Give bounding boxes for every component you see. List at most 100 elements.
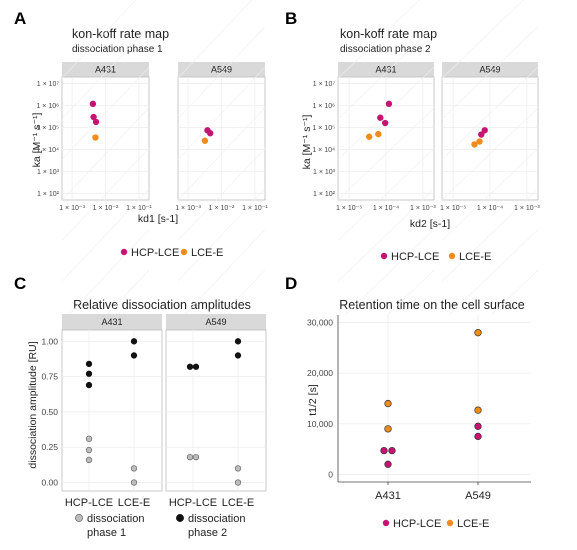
data-point-lce-e (385, 400, 392, 407)
x-tick-label: 1 × 10⁻¹ (126, 205, 152, 212)
data-point-dissociation-phase-1 (86, 436, 92, 442)
data-point-hcp-lce (382, 120, 388, 126)
legend-swatch (121, 249, 127, 255)
panel-letter-d: D (285, 274, 297, 293)
data-point-dissociation-phase-2 (235, 338, 241, 344)
legend-label: dissociation (188, 513, 245, 525)
data-point-dissociation-phase-2 (235, 353, 241, 359)
x-tick-label: 1 × 10⁻⁴ (477, 205, 503, 212)
data-point-dissociation-phase-2 (187, 364, 193, 370)
y-tick-label: 1 × 10⁶ (312, 103, 335, 110)
legend-label: HCP-LCE (393, 518, 441, 530)
legend-label: LCE-E (457, 518, 489, 530)
x-tick-label: 1 × 10⁻² (93, 205, 119, 212)
iso-kd-line (178, 189, 265, 281)
legend-d: HCP-LCE LCE-E (383, 518, 490, 530)
data-point-dissociation-phase-2 (131, 353, 137, 359)
data-point-dissociation-phase-2 (86, 382, 92, 388)
facet-c-a431: A431 0.00 0.25 0.50 0.75 1.00 HCP-LCE LCE-E (41, 314, 162, 509)
legend-label: LCE-E (459, 251, 491, 263)
y-tick-label: 0.25 (41, 442, 58, 452)
y-tick-label: 1 × 10⁶ (36, 103, 59, 110)
plot-frame (166, 330, 266, 491)
iso-kd-line (62, 189, 149, 281)
legend-label: HCP-LCE (391, 251, 439, 263)
data-point-dissociation-phase-1 (86, 457, 92, 463)
facet-strip-label: A431 (101, 317, 122, 327)
panel-c-title: Relative dissociation amplitudes (73, 298, 251, 312)
panel-c-ylabel: dissociation amplitude [RU] (27, 341, 39, 468)
x-tick-label: 1 × 10⁻³ (175, 205, 201, 212)
y-tick-label: 1 × 10³ (37, 169, 60, 176)
y-tick-label: 0 (328, 469, 333, 479)
data-point-hcp-lce (475, 423, 482, 430)
panel-a-xlabel: kd1 [s-1] (138, 213, 178, 225)
data-point-hcp-lce (93, 119, 99, 125)
legend-label: dissociation (87, 513, 144, 525)
y-tick-label: 1.00 (41, 336, 58, 346)
y-tick-label: 1 × 10² (37, 191, 60, 198)
plot-d: 010,00020,00030,000A431 A549 (307, 315, 531, 502)
y-tick-label: 1 × 10⁵ (312, 125, 335, 132)
data-point-hcp-lce (90, 101, 96, 107)
panel-b-title: kon-koff rate map (340, 27, 437, 41)
legend-c: dissociation phase 1 dissociation phase 2 (75, 513, 245, 539)
data-point-hcp-lce (377, 115, 383, 121)
data-point-hcp-lce (386, 101, 392, 107)
plot-frame (62, 330, 162, 491)
legend-label: phase 1 (87, 527, 126, 539)
data-point-dissociation-phase-1 (235, 480, 241, 486)
data-point-hcp-lce (207, 130, 213, 136)
x-tick-label: 1 × 10⁻⁵ (440, 205, 466, 212)
iso-kd-line (442, 189, 538, 281)
data-point-dissociation-phase-2 (131, 338, 137, 344)
panel-a-ylabel: ka [M⁻¹ s⁻¹] (31, 113, 43, 168)
x-tick-label: A431 (375, 490, 401, 502)
data-point-dissociation-phase-1 (187, 454, 193, 460)
data-point-dissociation-phase-1 (235, 466, 241, 472)
data-point-hcp-lce (385, 461, 392, 468)
data-point-dissociation-phase-1 (86, 447, 92, 453)
y-tick-label: 1 × 10³ (313, 169, 336, 176)
y-tick-label: 20,000 (307, 368, 333, 378)
data-point-hcp-lce (381, 447, 388, 454)
legend-swatch (75, 514, 82, 521)
panel-d-ylabel: t1/2 [s] (307, 384, 319, 416)
y-tick-label: 1 × 10⁷ (313, 81, 336, 88)
legend-label: HCP-LCE (131, 247, 179, 259)
data-point-hcp-lce (389, 447, 396, 454)
data-point-lce-e (385, 426, 392, 433)
panel-b-xlabel: kd2 [s-1] (410, 218, 450, 230)
y-tick-label: 0.50 (41, 407, 58, 417)
data-point-dissociation-phase-1 (131, 466, 137, 472)
y-tick-label: 1 × 10⁵ (36, 125, 59, 132)
y-tick-label: 0.75 (41, 372, 58, 382)
panel-a-title: kon-koff rate map (72, 27, 169, 41)
x-tick-label: 1 × 10⁻¹ (242, 205, 268, 212)
x-tick-label: 1 × 10⁻⁴ (373, 205, 399, 212)
y-tick-label: 30,000 (307, 318, 333, 328)
data-point-hcp-lce (475, 433, 482, 440)
x-tick-label: 1 × 10⁻⁵ (336, 205, 362, 212)
data-point-dissociation-phase-1 (131, 480, 137, 486)
legend-label: LCE-E (191, 247, 223, 259)
y-tick-label: 1 × 10⁴ (312, 147, 335, 154)
data-point-lce-e (366, 134, 372, 140)
x-tick-label: HCP-LCE (65, 497, 113, 509)
x-tick-label: A549 (465, 490, 491, 502)
panel-letter-b: B (285, 9, 297, 28)
x-tick-label: LCE-E (222, 497, 254, 509)
data-point-lce-e (475, 329, 482, 336)
panel-letter-a: A (14, 9, 26, 28)
legend-swatch (181, 249, 187, 255)
facet-strip-label: A549 (205, 317, 226, 327)
data-point-lce-e (202, 138, 208, 144)
data-point-dissociation-phase-2 (193, 364, 199, 370)
x-tick-label: 1 × 10⁻³ (59, 205, 85, 212)
x-tick-label: LCE-E (118, 497, 150, 509)
y-tick-label: 0.00 (41, 478, 58, 488)
y-tick-label: 1 × 10⁴ (36, 147, 59, 154)
legend-label: phase 2 (188, 527, 227, 539)
data-point-lce-e (476, 138, 482, 144)
